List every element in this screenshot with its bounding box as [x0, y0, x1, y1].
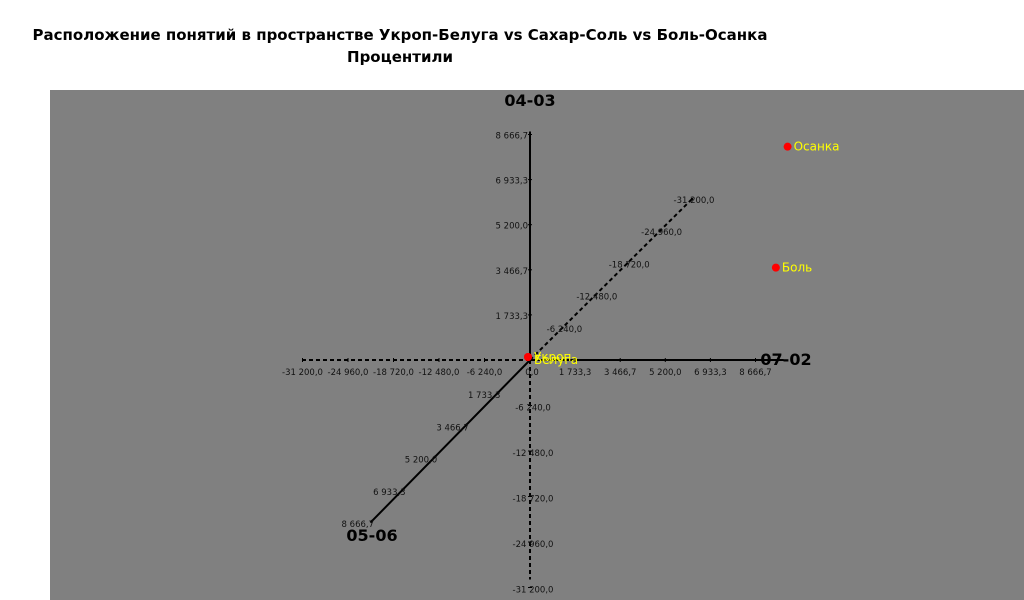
x-tick-label: 8 666,7	[739, 368, 771, 378]
data-point-label: Белуга	[534, 353, 578, 367]
y-tick-label: 8 666,7	[496, 132, 528, 142]
data-point	[771, 263, 780, 272]
z-tick-label: 3 466,7	[436, 423, 468, 433]
z-tick-mark	[370, 519, 374, 523]
z-tick-mark	[690, 197, 694, 201]
y-tick-label: 3 466,7	[496, 267, 528, 277]
z-tick-label: -6 240,0	[547, 325, 583, 335]
y-tick-label: -12 480,0	[513, 449, 554, 459]
chart-subtitle: Процентили	[347, 48, 453, 66]
x-axis-name: 07-02	[760, 350, 811, 369]
z-tick-label: -31 200,0	[674, 196, 715, 206]
z-tick-mark	[561, 326, 564, 329]
data-point-label: Осанка	[794, 140, 840, 154]
x-tick-label: -24 960,0	[328, 368, 369, 378]
z-tick-mark	[402, 487, 405, 490]
x-tick-label: -31 200,0	[282, 368, 323, 378]
x-tick-label: 6 933,3	[694, 368, 726, 378]
z-tick-mark	[497, 391, 500, 394]
data-point-label: Боль	[782, 261, 812, 275]
x-tick-label: 1 733,3	[559, 368, 591, 378]
chart-title-line: Расположение понятий в пространстве Укро…	[32, 26, 768, 44]
z-tick-label: 5 200,0	[405, 456, 437, 466]
z-axis-negative	[529, 196, 695, 361]
z-tick-label: 8 666,7	[342, 520, 374, 530]
data-point-label: Укроп	[534, 350, 571, 364]
x-tick-label: 5 200,0	[649, 368, 681, 378]
z-tick-mark	[626, 262, 629, 265]
y-tick-label: 5 200,0	[496, 222, 528, 232]
z-tick-mark	[593, 294, 596, 297]
x-tick-label: 3 466,7	[604, 368, 636, 378]
z-tick-mark	[658, 230, 661, 233]
z-tick-mark	[434, 455, 437, 458]
plot-area: 1 733,3 3 466,7 5 200,0 6 933,3 8 666,7 -6 24…	[50, 90, 1024, 600]
x-tick-label: -12 480,0	[419, 368, 460, 378]
y-tick-label: -31 200,0	[513, 586, 554, 596]
z-tick-label: 6 933,3	[373, 488, 405, 498]
y-tick-label: 1 733,3	[496, 312, 528, 322]
z-tick-label: 1 733,3	[468, 391, 500, 401]
data-point	[524, 353, 532, 361]
origin-label: 0,0	[525, 368, 539, 378]
chart-title: Расположение понятий в пространстве Укро…	[0, 24, 800, 68]
y-tick-label: -6 240,0	[515, 404, 551, 414]
y-tick-label: -18 720,0	[513, 495, 554, 505]
z-tick-label: -18 720,0	[609, 260, 650, 270]
z-tick-label: -24 960,0	[641, 228, 682, 238]
y-axis-name: 04-03	[504, 91, 555, 110]
z-axis-positive	[369, 359, 531, 524]
y-tick-label: 6 933,3	[496, 177, 528, 187]
z-tick-mark	[465, 423, 468, 426]
x-tick-label: -18 720,0	[373, 368, 414, 378]
data-point	[783, 142, 792, 151]
chart-svg: 1 733,3 3 466,7 5 200,0 6 933,3 8 666,7 -6 24…	[282, 91, 840, 596]
x-tick-label: -6 240,0	[467, 368, 503, 378]
z-axis-name: 05-06	[346, 526, 397, 545]
z-tick-label: -12 480,0	[576, 293, 617, 303]
y-tick-label: -24 960,0	[513, 540, 554, 550]
